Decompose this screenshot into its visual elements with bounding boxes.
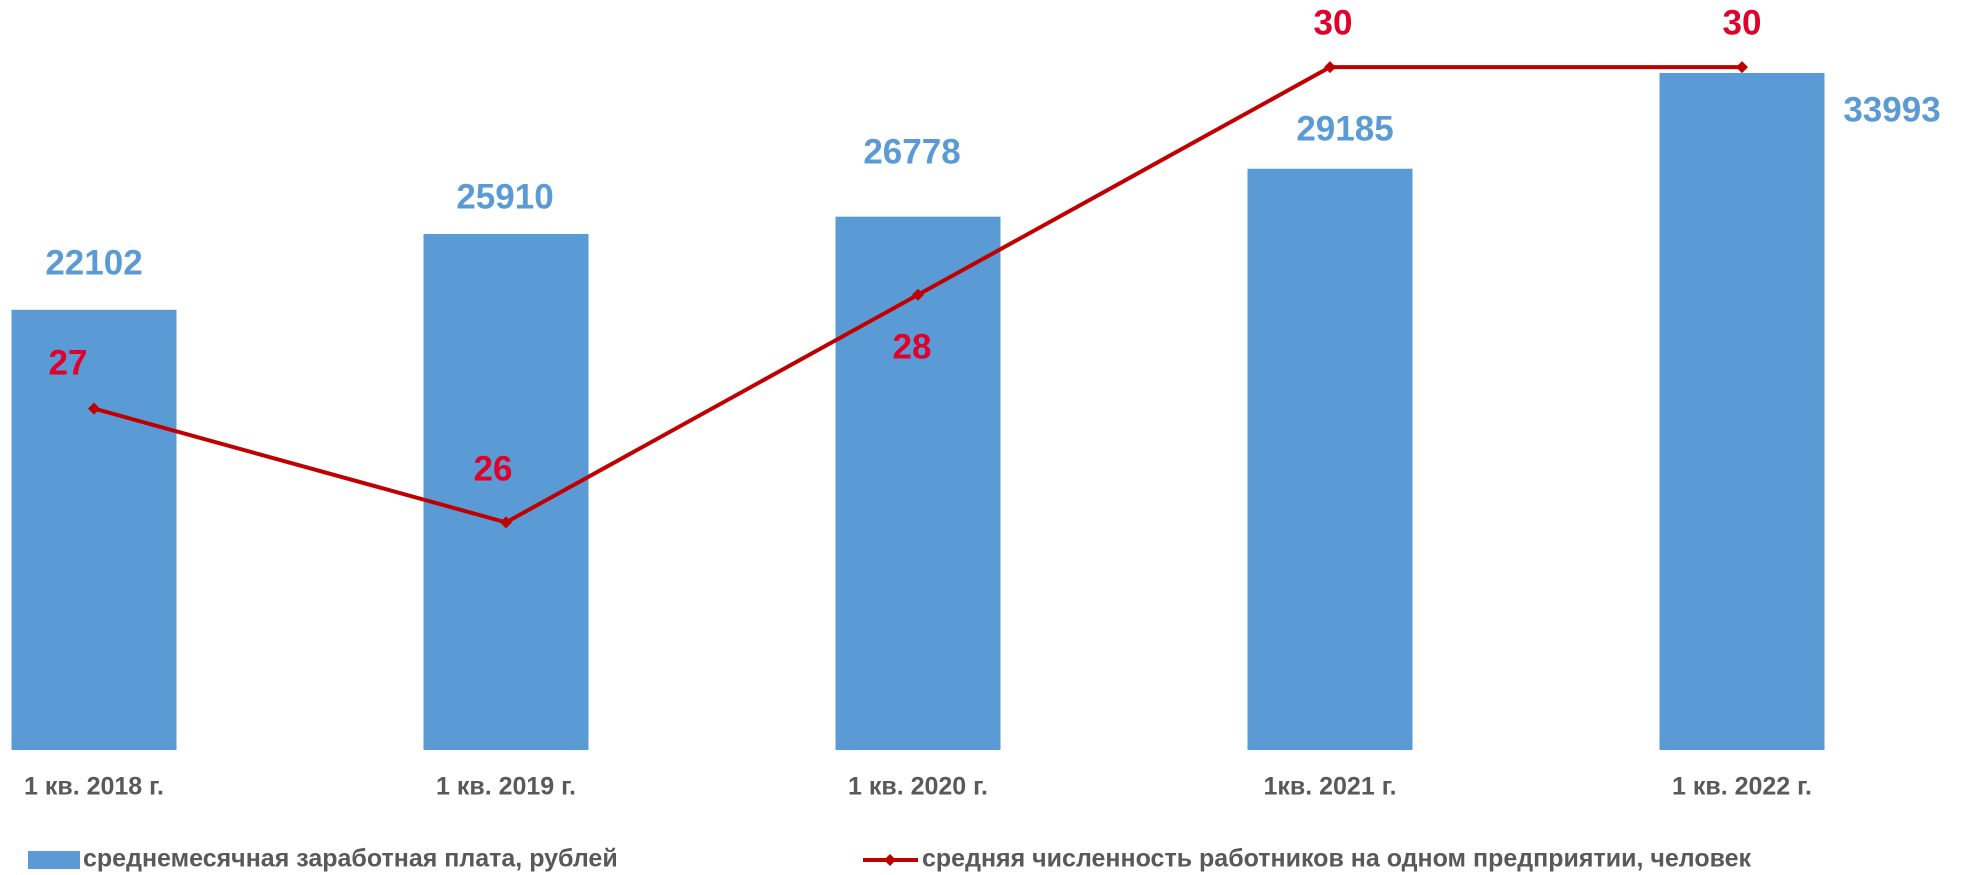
x-tick-label: 1 кв. 2020 г.	[848, 773, 988, 801]
line-marker	[88, 402, 100, 415]
x-tick-label: 1кв. 2021 г.	[1263, 773, 1396, 801]
bar	[835, 216, 1001, 750]
legend-swatch	[28, 851, 80, 869]
data-label: 26	[474, 449, 513, 488]
x-tick-label: 1 кв. 2019 г.	[436, 773, 576, 801]
legend-label: средняя численность работников на одном …	[922, 845, 1752, 873]
x-tick-label: 1 кв. 2018 г.	[24, 773, 164, 801]
bar	[1247, 168, 1413, 751]
data-label: 29185	[1296, 109, 1393, 148]
data-label: 28	[893, 327, 932, 366]
data-label: 27	[49, 343, 88, 382]
line-marker	[1736, 61, 1748, 74]
data-label: 33993	[1843, 90, 1940, 129]
data-label: 22102	[45, 243, 142, 282]
data-label: 25910	[456, 177, 553, 216]
x-tick-label: 1 кв. 2022 г.	[1672, 773, 1812, 801]
data-label: 30	[1723, 3, 1762, 42]
line-marker	[912, 288, 924, 301]
bar	[1659, 72, 1825, 750]
line-marker	[1324, 61, 1336, 74]
data-label: 26778	[863, 132, 960, 171]
data-label: 30	[1314, 3, 1353, 42]
legend-marker	[884, 854, 896, 866]
line-marker	[500, 516, 512, 529]
legend-label: среднемесячная заработная плата, рублей	[83, 845, 618, 873]
bar	[11, 309, 177, 750]
